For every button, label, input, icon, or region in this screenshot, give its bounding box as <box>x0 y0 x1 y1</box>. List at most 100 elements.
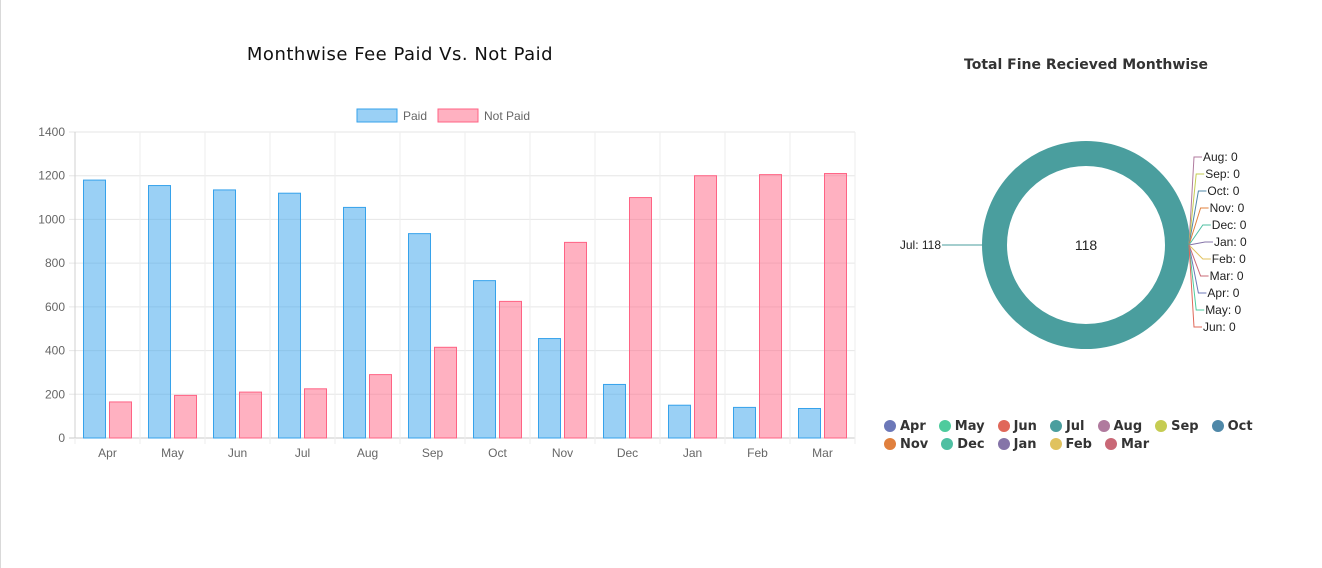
bar-paid-jun[interactable] <box>213 189 236 439</box>
donut-leader-line <box>1188 207 1209 246</box>
x-tick-label: Aug <box>357 446 378 460</box>
donut-leader-line <box>1188 173 1205 246</box>
donut-value-label-may: May: 0 <box>1205 303 1241 317</box>
legend-label: Aug <box>1113 418 1143 434</box>
legend-item-feb[interactable]: Feb <box>1049 436 1092 452</box>
page-left-border <box>0 0 1 568</box>
bar-chart-svg: 0 200 400 600 800 1000 1200 1400 Apr May Jun Jul Aug… <box>38 108 856 460</box>
bar-paid-may[interactable] <box>148 185 171 439</box>
bar-not-paid-mar[interactable] <box>824 173 847 439</box>
donut-leader-line <box>1188 244 1205 311</box>
x-tick-label: Mar <box>812 446 833 460</box>
bar-chart-title: Monthwise Fee Paid Vs. Not Paid <box>246 44 554 65</box>
bar-paid-feb[interactable] <box>733 406 756 439</box>
legend-item-mar[interactable]: Mar <box>1104 436 1150 452</box>
bar-paid-sep[interactable] <box>408 233 431 439</box>
donut-chart-title: Total Fine Recieved Monthwise <box>964 57 1208 73</box>
legend-item-jun[interactable]: Jun <box>997 418 1037 434</box>
bar-paid-apr[interactable] <box>83 179 106 439</box>
y-tick-label: 200 <box>45 387 65 401</box>
bar-not-paid-aug[interactable] <box>369 374 392 439</box>
legend-item-jan[interactable]: Jan <box>997 436 1037 452</box>
bar-not-paid-dec[interactable] <box>629 197 652 439</box>
x-tick-label: Jul <box>295 446 310 460</box>
y-tick-label: 600 <box>45 300 65 314</box>
donut-value-label-mar: Mar: 0 <box>1210 269 1244 283</box>
bar-paid-aug[interactable] <box>343 206 366 439</box>
donut-value-label-dec: Dec: 0 <box>1212 218 1247 232</box>
donut-leader-line <box>1188 244 1202 328</box>
legend-label-not-paid[interactable]: Not Paid <box>484 109 530 123</box>
legend-item-oct[interactable]: Oct <box>1211 418 1253 434</box>
bar-paid-nov[interactable] <box>538 338 561 439</box>
y-tick-label: 0 <box>58 431 65 445</box>
legend-dot <box>1049 438 1062 450</box>
donut-leader-line <box>1188 190 1207 246</box>
y-tick-label: 1400 <box>38 125 65 139</box>
bar-not-paid-may[interactable] <box>174 394 197 439</box>
legend-label: Sep <box>1171 418 1199 434</box>
bar-paid-jul[interactable] <box>278 192 301 439</box>
x-tick-label: Apr <box>98 446 117 460</box>
legend-item-sep[interactable]: Sep <box>1155 418 1199 434</box>
legend-label: Jan <box>1013 436 1037 452</box>
x-tick-label: Feb <box>747 446 768 460</box>
bar-not-paid-apr[interactable] <box>109 401 132 439</box>
legend-label: Feb <box>1065 436 1092 452</box>
legend-label: Nov <box>900 436 929 452</box>
donut-value-label-jan: Jan: 0 <box>1214 235 1247 249</box>
x-tick-label: Oct <box>488 446 507 460</box>
donut-legend: Apr May Jun Jul Aug Sep Oct Nov Dec Jan Feb Mar <box>884 418 1314 452</box>
x-tick-label: Dec <box>617 446 638 460</box>
y-tick-label: 1000 <box>38 212 65 226</box>
bar-not-paid-nov[interactable] <box>564 241 587 439</box>
bar-paid-jan[interactable] <box>668 404 691 439</box>
legend-swatch-paid[interactable] <box>356 108 398 123</box>
legend-item-jul[interactable]: Jul <box>1049 418 1085 434</box>
donut-slice-jul[interactable] <box>982 141 1190 349</box>
x-tick-label: Sep <box>422 446 444 460</box>
legend-dot <box>1104 438 1117 450</box>
legend-item-dec[interactable]: Dec <box>941 436 985 452</box>
donut-value-label-jun: Jun: 0 <box>1203 320 1236 334</box>
bar-not-paid-oct[interactable] <box>499 300 522 439</box>
legend-dot <box>1049 420 1062 432</box>
legend-dot <box>938 420 951 432</box>
legend-swatch-not-paid[interactable] <box>437 108 479 123</box>
donut-leader-line <box>1188 241 1213 246</box>
donut-leader-line <box>1188 244 1211 260</box>
bar-paid-mar[interactable] <box>798 407 821 439</box>
legend-item-may[interactable]: May <box>938 418 985 434</box>
x-tick-label: Jun <box>228 446 247 460</box>
bar-paid-dec[interactable] <box>603 383 626 439</box>
x-tick-label: Nov <box>552 446 573 460</box>
bar-paid-oct[interactable] <box>473 280 496 439</box>
donut-leader-line <box>1188 244 1207 294</box>
legend-label: Dec <box>957 436 985 452</box>
fine-donut-chart-panel: Total Fine Recieved Monthwise 118 Aug: 0 S… <box>870 0 1322 568</box>
legend-label: Apr <box>900 418 926 434</box>
legend-dot <box>997 420 1010 432</box>
bar-not-paid-jan[interactable] <box>694 175 717 439</box>
legend-label: Oct <box>1227 418 1253 434</box>
bar-not-paid-jun[interactable] <box>239 391 262 439</box>
donut-value-label-aug: Aug: 0 <box>1203 150 1238 164</box>
legend-item-aug[interactable]: Aug <box>1097 418 1143 434</box>
donut-leader-line <box>1188 156 1202 246</box>
bar-not-paid-jul[interactable] <box>304 388 327 439</box>
legend-dot <box>1097 420 1110 432</box>
legend-item-nov[interactable]: Nov <box>884 436 928 452</box>
bar-not-paid-feb[interactable] <box>759 174 782 439</box>
donut-value-label-apr: Apr: 0 <box>1207 286 1239 300</box>
legend-label-paid[interactable]: Paid <box>403 109 427 123</box>
legend-item-apr[interactable]: Apr <box>884 418 926 434</box>
donut-leader-line <box>1188 224 1211 246</box>
y-tick-label: 400 <box>45 344 65 358</box>
legend-label: Mar <box>1120 436 1150 452</box>
legend-dot <box>884 420 896 432</box>
donut-center-label: 118 <box>1075 237 1098 253</box>
donut-value-label-feb: Feb: 0 <box>1212 252 1246 266</box>
x-tick-label: May <box>161 446 184 460</box>
legend-dot <box>884 438 896 450</box>
bar-not-paid-sep[interactable] <box>434 346 457 439</box>
